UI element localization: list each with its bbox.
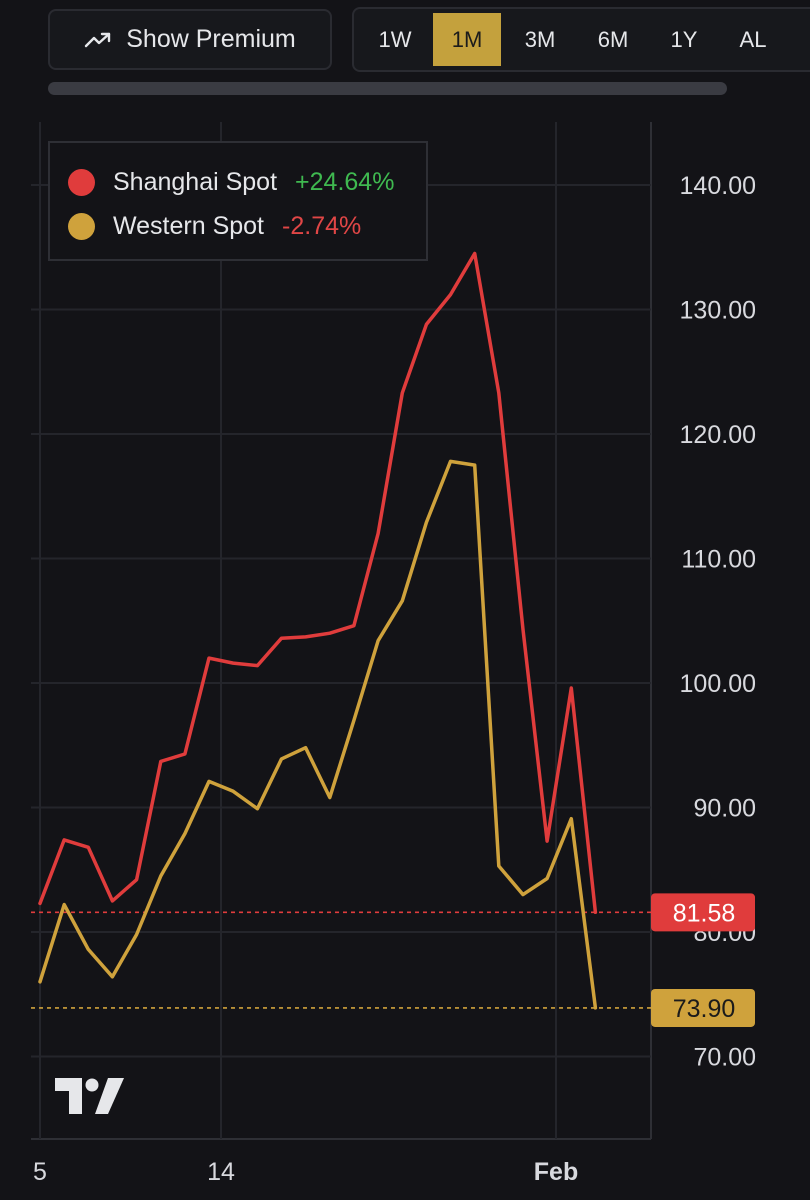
trending-up-icon	[85, 32, 111, 47]
y-tick-label: 70.00	[693, 1044, 756, 1072]
timeframe-all[interactable]: AL	[739, 26, 767, 52]
y-tick-label: 140.00	[680, 172, 756, 200]
western-dot-icon	[68, 212, 95, 240]
legend-entry-shanghai: Shanghai Spot +24.64%	[68, 162, 394, 202]
show-premium-button[interactable]: Show Premium	[48, 9, 332, 70]
timeframe-selector: 1W 1M 3M 6M 1Y AL	[352, 7, 810, 72]
x-tick-label: 5	[33, 1158, 47, 1186]
x-tick-label: 14	[207, 1158, 235, 1186]
shanghai-dot-icon	[68, 168, 95, 196]
timeframe-1y[interactable]: 1Y	[670, 26, 698, 52]
timeframe-6m[interactable]: 6M	[597, 26, 629, 52]
y-tick-label: 120.00	[680, 421, 756, 449]
legend-name-shanghai: Shanghai Spot	[113, 167, 278, 196]
show-premium-label: Show Premium	[126, 25, 296, 53]
timeframe-1w[interactable]: 1W	[378, 26, 412, 52]
last-value-badge-western	[651, 988, 755, 1027]
horizontal-scrollbar[interactable]	[48, 82, 727, 95]
chart-legend: Shanghai Spot +24.64% Western Spot -2.74…	[48, 141, 428, 261]
tradingview-logo-icon	[55, 1078, 124, 1114]
last-value-badge-shanghai-text: 81.58	[673, 899, 736, 927]
y-tick-label: 100.00	[680, 670, 756, 698]
legend-change-shanghai: +24.64%	[295, 167, 395, 196]
y-tick-label: 110.00	[681, 546, 756, 574]
legend-change-western: -2.74%	[282, 211, 362, 240]
series-line-western	[38, 459, 598, 1010]
legend-entry-western: Western Spot -2.74%	[68, 206, 361, 246]
legend-name-western: Western Spot	[113, 211, 265, 240]
last-value-badge-western-text: 73.90	[673, 995, 736, 1023]
y-tick-label: 130.00	[680, 297, 756, 325]
timeframe-1m[interactable]: 1M	[433, 13, 501, 66]
timeframe-3m[interactable]: 3M	[524, 26, 556, 52]
series-line-shanghai	[38, 251, 598, 915]
x-tick-label: Feb	[534, 1158, 578, 1186]
y-tick-label: 90.00	[693, 795, 756, 823]
last-value-badge-shanghai	[651, 893, 755, 932]
